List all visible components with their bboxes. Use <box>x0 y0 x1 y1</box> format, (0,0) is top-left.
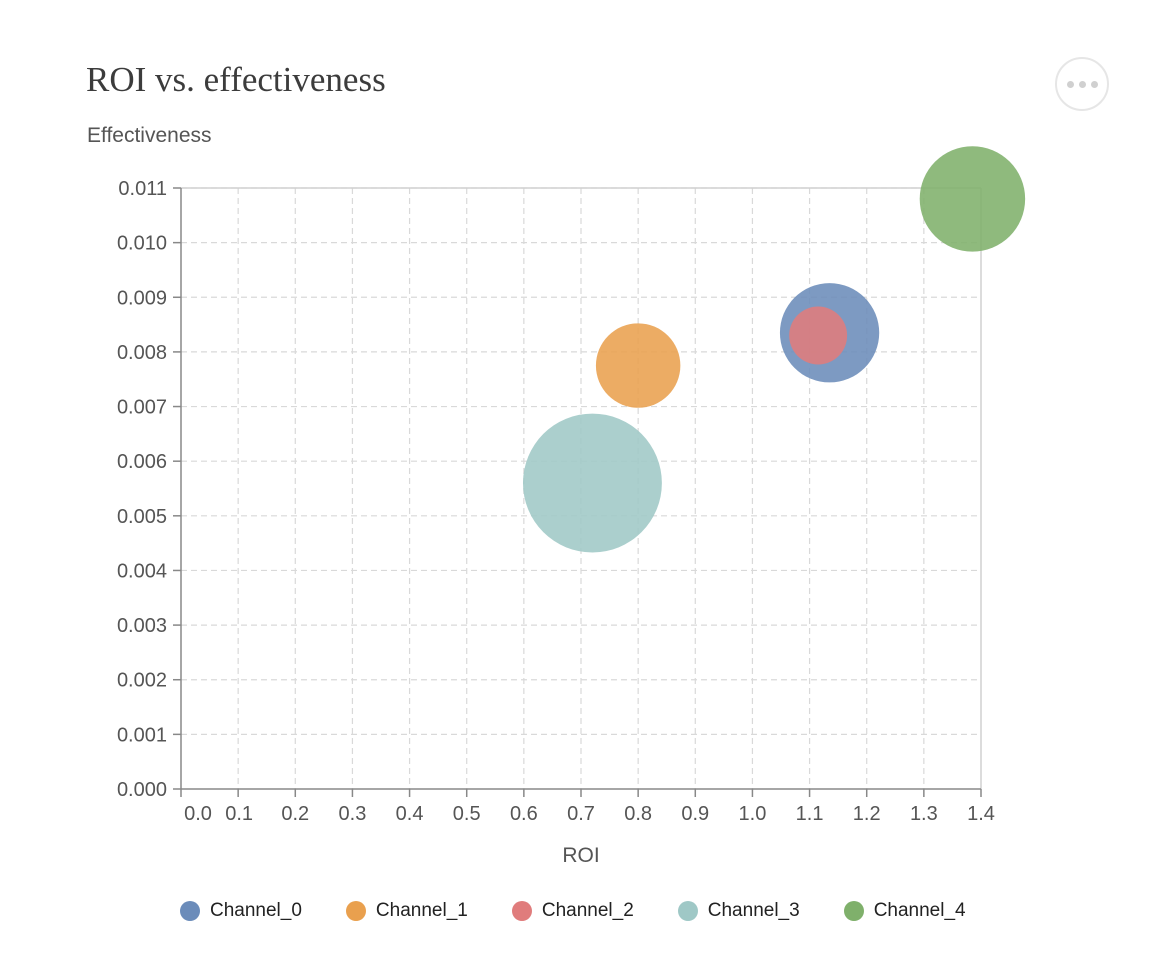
y-tick-label: 0.008 <box>117 342 167 364</box>
bubble-channel-1 <box>595 323 681 408</box>
x-axis-title: ROI <box>562 844 599 867</box>
legend-item-channel-3[interactable]: Channel_3 <box>677 900 800 922</box>
legend-swatch <box>511 901 532 921</box>
legend-item-channel-2[interactable]: Channel_2 <box>511 900 634 922</box>
y-tick-label: 0.000 <box>117 779 167 801</box>
legend-label: Channel_3 <box>707 900 800 921</box>
chart-legend: Channel_0 Channel_1 Channel_2 Channel_3 Chan… <box>180 900 966 922</box>
y-tick-label: 0.011 <box>118 178 167 200</box>
x-tick-label: 1.1 <box>796 803 824 825</box>
legend-label: Channel_0 <box>210 900 302 921</box>
legend-swatch <box>843 901 864 921</box>
x-tick-label: 0.2 <box>281 803 309 825</box>
x-tick-label: 0.3 <box>339 803 367 825</box>
y-tick-label: 0.002 <box>117 670 167 692</box>
x-tick-label: 0.7 <box>567 803 595 825</box>
legend-swatch <box>677 901 698 921</box>
x-tick-label: 0.8 <box>624 803 652 825</box>
bubble-channel-3 <box>522 413 662 553</box>
y-tick-label: 0.009 <box>117 287 167 309</box>
legend-swatch <box>345 901 366 921</box>
y-tick-label: 0.001 <box>117 724 167 746</box>
y-tick-label: 0.007 <box>117 397 167 419</box>
y-tick-label: 0.010 <box>117 233 167 255</box>
x-tick-label: 1.4 <box>967 803 995 825</box>
y-axis-title: Effectiveness <box>87 124 212 147</box>
chart-title: ROI vs. effectiveness <box>86 60 386 99</box>
y-tick-label: 0.003 <box>117 615 167 637</box>
x-tick-label: 0.0 <box>184 803 212 825</box>
y-tick-label: 0.006 <box>117 451 167 473</box>
x-tick-label: 1.2 <box>853 803 881 825</box>
legend-label: Channel_4 <box>873 900 966 921</box>
legend-label: Channel_1 <box>375 900 468 921</box>
x-tick-label: 0.4 <box>396 803 424 825</box>
legend-item-channel-4[interactable]: Channel_4 <box>843 900 966 922</box>
bubble-channel-4 <box>919 146 1026 252</box>
legend-item-channel-1[interactable]: Channel_1 <box>345 900 468 922</box>
x-tick-label: 0.9 <box>681 803 709 825</box>
more-horizontal-icon <box>1066 80 1098 88</box>
bubble-channel-2 <box>789 306 848 365</box>
x-tick-label: 0.1 <box>225 803 253 825</box>
x-tick-label: 0.6 <box>510 803 538 825</box>
x-tick-label: 1.3 <box>910 803 938 825</box>
legend-label: Channel_2 <box>541 900 634 921</box>
y-tick-label: 0.005 <box>117 506 167 528</box>
legend-item-channel-0[interactable]: Channel_0 <box>180 900 302 922</box>
x-tick-label: 0.5 <box>453 803 481 825</box>
y-tick-label: 0.004 <box>117 560 167 582</box>
more-options-button[interactable] <box>1055 57 1109 111</box>
legend-swatch <box>180 901 200 921</box>
x-tick-label: 1.0 <box>739 803 767 825</box>
